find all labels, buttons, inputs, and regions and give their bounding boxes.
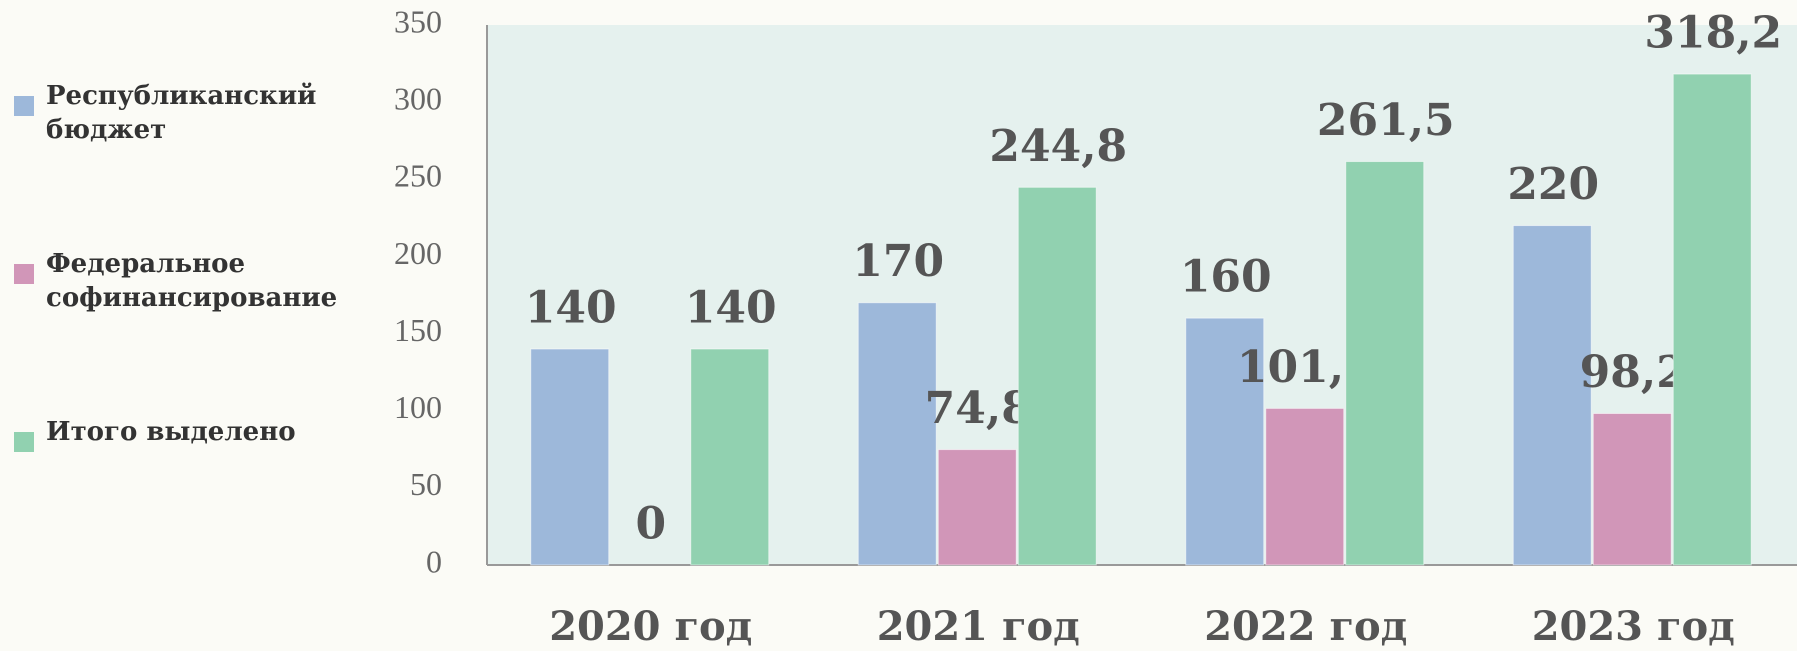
legend-item: Республиканский бюджет [14, 80, 359, 248]
legend-label: Федеральное софинансирование [46, 249, 338, 313]
value-label: 160 [1180, 252, 1272, 303]
x-tick-label: 2022 год [1204, 603, 1407, 650]
legend-swatch [14, 264, 34, 284]
y-tick-label: 100 [394, 389, 442, 425]
bar [1265, 407, 1345, 566]
bar [1017, 186, 1097, 566]
x-tick-label: 2020 год [549, 603, 752, 650]
y-tick-label: 50 [410, 466, 442, 502]
value-label: 140 [525, 283, 617, 334]
y-tick-label: 350 [394, 3, 442, 39]
value-label: 74,8 [925, 383, 1032, 434]
bar [1345, 161, 1425, 566]
legend: Республиканский бюджет Федеральное софина… [14, 80, 359, 584]
value-label: 140 [685, 283, 777, 334]
bar [530, 348, 610, 566]
value-label: 261,5 [1317, 95, 1455, 146]
value-label: 220 [1507, 159, 1599, 210]
bar [690, 348, 770, 566]
bar [1185, 317, 1265, 566]
legend-label: Республиканский бюджет [46, 81, 317, 145]
x-tick-label: 2021 год [877, 603, 1080, 650]
y-tick-label: 150 [394, 312, 442, 348]
x-tick-label: 2023 год [1532, 603, 1735, 650]
value-label: 98,2 [1580, 347, 1687, 398]
value-label: 318,2 [1644, 8, 1782, 59]
value-label: 0 [635, 499, 666, 550]
y-tick-label: 0 [426, 543, 442, 579]
legend-swatch [14, 432, 34, 452]
legend-item: Федеральное софинансирование [14, 248, 359, 416]
value-label: 244,8 [989, 121, 1127, 172]
value-label: 170 [852, 236, 944, 287]
y-tick-label: 250 [394, 158, 442, 194]
legend-item: Итого выделено [14, 416, 359, 584]
legend-swatch [14, 96, 34, 116]
legend-label: Итого выделено [46, 417, 296, 447]
bar [1672, 73, 1752, 566]
bar [1512, 225, 1592, 566]
bar [857, 302, 937, 566]
bar [1592, 412, 1672, 566]
y-tick-label: 300 [394, 80, 442, 116]
bar [937, 449, 1017, 566]
y-tick-label: 200 [394, 235, 442, 271]
